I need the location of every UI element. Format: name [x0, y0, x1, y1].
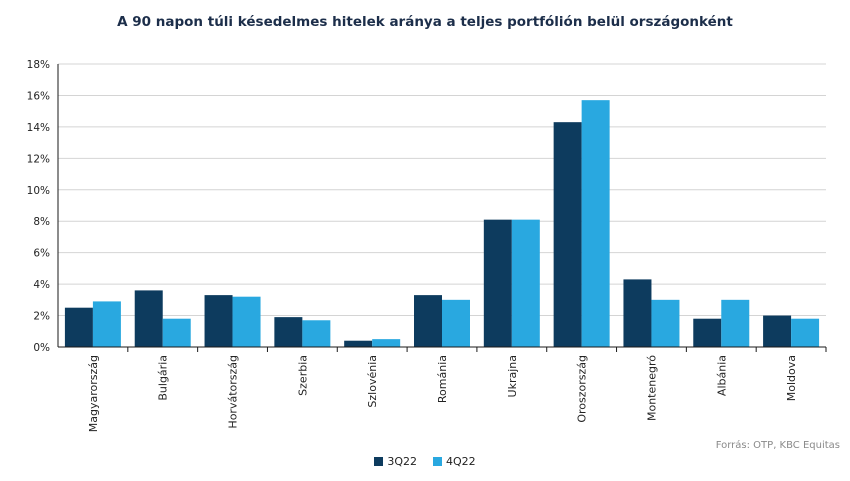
x-tick-label: Szlovénia [366, 355, 379, 408]
legend-swatch-3q22 [374, 457, 384, 466]
bar-3q22-0 [64, 307, 93, 347]
legend-item-4q22: 4Q22 [433, 455, 476, 468]
y-tick-label: 14% [27, 122, 50, 134]
x-tick-label: Magyarország [87, 355, 100, 432]
gridlines [58, 63, 826, 317]
x-tick-label: Bulgária [157, 355, 170, 401]
legend-swatch-4q22 [433, 457, 442, 466]
bar-4q22-7 [581, 100, 610, 348]
source-note: Forrás: OTP, KBC Equitas [715, 440, 840, 451]
x-tick-label: Ukrajna [506, 355, 519, 397]
y-axis-ticks: 0% 2% 4% 6% 8% 10% 12% 14% 16% 18% [27, 59, 50, 354]
legend-label-4q22: 4Q22 [446, 455, 476, 468]
bar-3q22-5 [414, 295, 442, 347]
y-tick-label: 4% [33, 279, 50, 291]
y-tick-label: 0% [33, 342, 50, 354]
y-tick-label: 10% [27, 185, 50, 197]
bar-4q22-5 [442, 299, 470, 347]
y-tick-label: 16% [27, 90, 50, 102]
bar-4q22-9 [721, 299, 750, 347]
legend-item-3q22: 3Q22 [374, 455, 417, 468]
x-tick-label: Albánia [715, 355, 728, 396]
x-tick-label: Moldova [785, 355, 798, 401]
bar-3q22-3 [274, 317, 303, 347]
bar-4q22-4 [372, 339, 401, 347]
bar-4q22-10 [791, 318, 820, 347]
chart-title: A 90 napon túli késedelmes hitelek arány… [117, 14, 733, 30]
legend: 3Q22 4Q22 [0, 455, 850, 468]
bar-3q22-4 [344, 340, 373, 347]
y-tick-label: 18% [27, 59, 50, 71]
x-tick-label: Románia [436, 355, 449, 403]
bars [64, 100, 820, 348]
bar-3q22-8 [623, 279, 652, 347]
bar-4q22-6 [511, 219, 540, 347]
x-tick-label: Montenegró [645, 355, 658, 421]
bar-3q22-2 [204, 295, 233, 347]
x-axis-ticks: Magyarország Bulgária Horvátország Szerbia S… [87, 347, 827, 432]
bar-3q22-10 [763, 315, 792, 347]
bar-3q22-9 [693, 318, 722, 347]
y-tick-label: 2% [33, 311, 50, 323]
y-tick-label: 6% [33, 248, 50, 260]
bar-4q22-2 [232, 296, 261, 347]
x-tick-label: Oroszország [576, 355, 589, 423]
bar-4q22-1 [162, 318, 191, 347]
bar-3q22-7 [553, 122, 582, 347]
y-tick-label: 8% [33, 216, 50, 228]
legend-label-3q22: 3Q22 [387, 455, 417, 468]
bar-3q22-6 [483, 219, 512, 347]
x-tick-label: Horvátország [227, 355, 240, 429]
bar-4q22-8 [651, 299, 680, 347]
bar-4q22-3 [302, 320, 331, 347]
x-tick-label: Szerbia [296, 355, 309, 396]
bar-3q22-1 [134, 290, 163, 347]
bar-4q22-0 [92, 301, 121, 347]
y-tick-label: 12% [27, 153, 50, 165]
